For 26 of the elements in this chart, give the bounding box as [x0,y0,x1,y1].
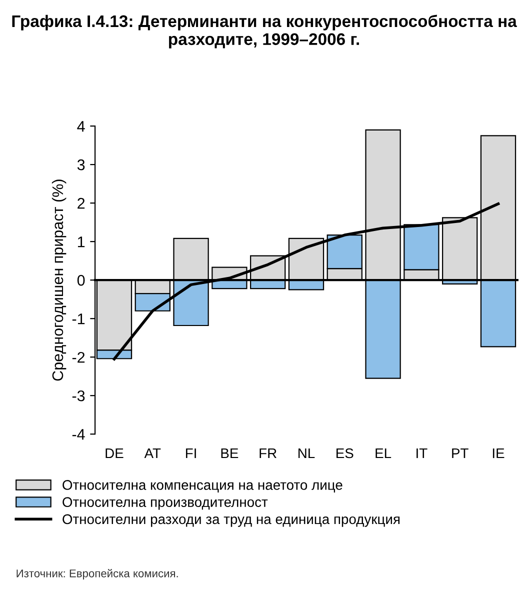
y-tick-label: -2 [72,352,85,363]
y-tick-label: 2 [78,198,85,209]
y-tick-label: -1 [72,314,85,324]
text: Източник: Европейска комисия. [16,568,178,580]
x-tick-label: IT [416,448,428,458]
x-tick-label: FR [260,448,276,458]
y-tick-label: 3 [77,159,85,170]
x-tick-label: PT [452,448,468,458]
chart-title: Графика I.4.13: Детерминанти на конкурентоспособността на разходите, 1999–2006 г. [12,14,517,48]
legend-label: Относителни разходи за труд на единица продукция [62,514,400,527]
legend-label: Относителна производителност [62,497,268,510]
legend-label: Относителна компенсация на наетото лице [62,480,342,493]
x-tick-label: AT [144,448,161,458]
x-tick-label: FI [186,448,196,458]
x-tick-label: IE [492,448,504,458]
x-tick-label: NL [298,448,315,458]
y-tick-label: 4 [77,121,85,132]
y-tick-label: 1 [78,236,85,248]
x-tick-label: EL [376,448,392,458]
x-tick-label: BE [221,448,238,458]
x-tick-label: DE [106,448,124,458]
x-tick-label: ES [336,448,354,458]
y-tick-label: 0 [77,274,85,286]
y-tick-label: -4 [72,429,85,440]
y-tick-label: -3 [72,390,85,402]
y-axis-title: Средногодишен прираст (%) [52,180,66,381]
